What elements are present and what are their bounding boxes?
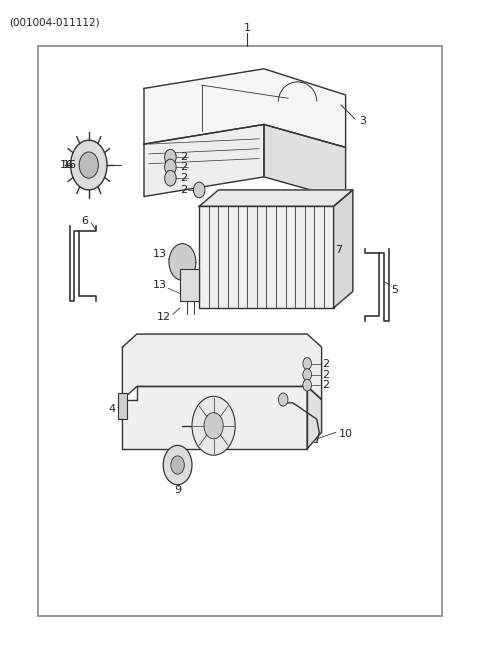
Text: 2: 2 <box>180 152 187 162</box>
Polygon shape <box>199 190 353 206</box>
Text: (001004-011112): (001004-011112) <box>10 18 100 28</box>
Circle shape <box>303 369 312 381</box>
Polygon shape <box>144 69 346 147</box>
Bar <box>199 206 334 308</box>
Circle shape <box>204 413 223 439</box>
Text: 3: 3 <box>359 116 366 126</box>
Polygon shape <box>307 386 322 449</box>
Text: 7: 7 <box>335 245 342 255</box>
Text: 10: 10 <box>338 428 352 439</box>
Polygon shape <box>144 124 264 196</box>
Circle shape <box>71 140 107 190</box>
Circle shape <box>171 456 184 474</box>
Circle shape <box>193 182 205 198</box>
Text: 2: 2 <box>180 185 187 195</box>
Bar <box>180 269 199 301</box>
Circle shape <box>278 393 288 406</box>
Circle shape <box>169 244 196 280</box>
Text: 13: 13 <box>153 249 167 259</box>
Polygon shape <box>122 386 307 449</box>
Text: 5: 5 <box>391 284 398 295</box>
Circle shape <box>165 159 176 175</box>
Polygon shape <box>122 334 322 400</box>
Circle shape <box>79 152 98 178</box>
Text: 2: 2 <box>180 162 187 172</box>
Circle shape <box>192 396 235 455</box>
Circle shape <box>165 170 176 186</box>
Text: 6: 6 <box>81 215 88 226</box>
Text: 12: 12 <box>157 312 171 322</box>
Text: 2: 2 <box>323 369 330 380</box>
Circle shape <box>165 149 176 165</box>
Polygon shape <box>264 124 346 200</box>
Text: 9: 9 <box>174 485 181 495</box>
Text: 1: 1 <box>244 22 251 33</box>
Text: 13: 13 <box>153 280 167 290</box>
Text: 16: 16 <box>60 160 74 170</box>
Circle shape <box>163 445 192 485</box>
Text: 2: 2 <box>323 358 330 369</box>
Text: 2: 2 <box>323 380 330 390</box>
Bar <box>118 393 127 419</box>
Text: 16: 16 <box>63 160 77 170</box>
Circle shape <box>303 379 312 391</box>
Polygon shape <box>334 190 353 308</box>
Circle shape <box>303 358 312 369</box>
Text: 2: 2 <box>180 173 187 183</box>
Text: 4: 4 <box>108 403 115 414</box>
